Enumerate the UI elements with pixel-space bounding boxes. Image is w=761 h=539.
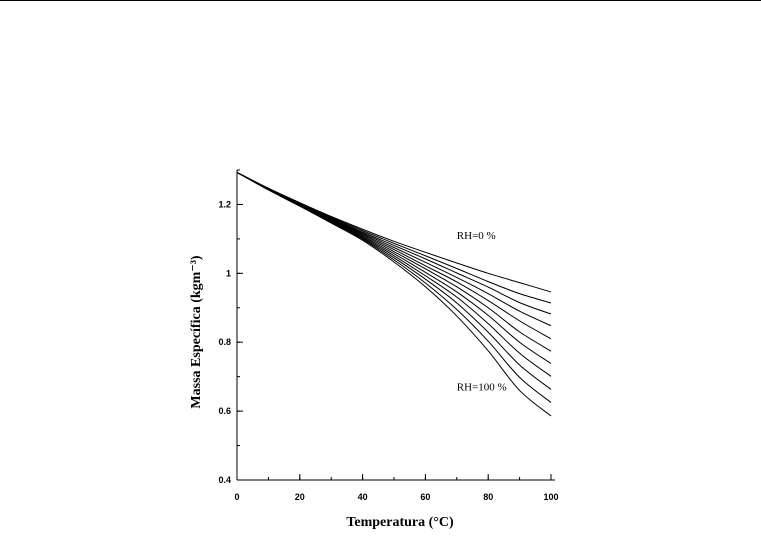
series-line-7 <box>236 171 552 377</box>
x-axis-label: Temperatura (°C) <box>346 515 454 530</box>
plot-lines <box>236 171 552 417</box>
annotation-1: RH=100 % <box>457 381 507 393</box>
y-tick-label: 0.6 <box>218 406 231 416</box>
y-axis-label: Massa Específica (kgm⁻³) <box>189 255 204 408</box>
series-line-0 <box>236 171 552 293</box>
y-tick-label: 1 <box>226 268 231 278</box>
axes: 0 20 40 60 80 100 0.4 0.6 0.8 1 1.2 <box>218 169 559 502</box>
series-line-10 <box>236 171 552 417</box>
y-tick-label: 0.4 <box>218 475 231 485</box>
x-tick-label: 40 <box>358 492 368 502</box>
series-line-8 <box>236 171 552 390</box>
annotation-0: RH=0 % <box>457 230 496 242</box>
series-line-6 <box>236 171 552 364</box>
x-tick-label: 20 <box>295 492 305 502</box>
y-tick-label: 1.2 <box>218 199 231 209</box>
top-rule <box>0 0 761 1</box>
series-line-1 <box>236 171 552 304</box>
y-tick-label: 0.8 <box>218 337 231 347</box>
x-tick-label: 80 <box>483 492 493 502</box>
x-tick-label: 60 <box>420 492 430 502</box>
x-tick-label: 0 <box>234 492 239 502</box>
x-tick-label: 100 <box>543 492 558 502</box>
annotations: RH=0 % RH=100 % <box>457 230 507 394</box>
